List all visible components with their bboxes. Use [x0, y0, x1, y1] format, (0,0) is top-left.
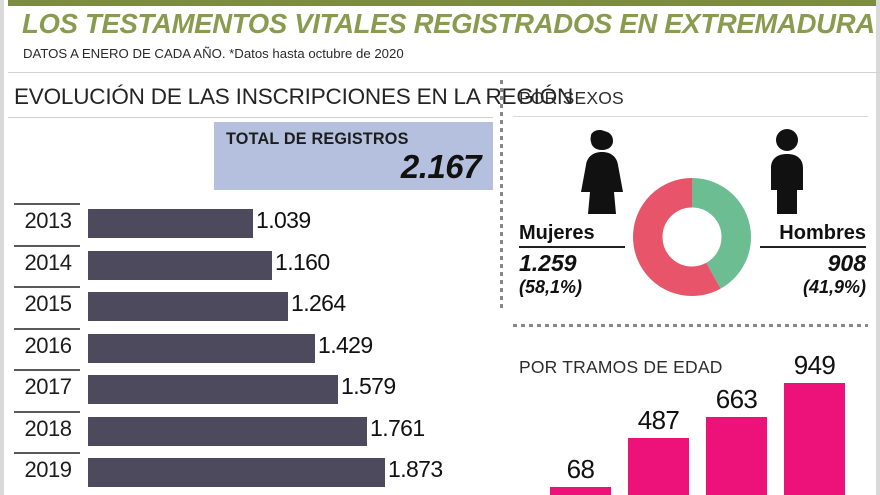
page-subtitle: DATOS A ENERO DE CADA AÑO. *Datos hasta …	[23, 46, 404, 61]
bar-row-rule	[14, 327, 80, 330]
evolution-bar-row: 2018 1.761	[0, 410, 500, 453]
donut-segment-women	[633, 178, 751, 296]
evolution-bar-fill	[88, 250, 272, 280]
bar-row-rule	[14, 452, 80, 454]
total-registros-box: TOTAL DE REGISTROS 2.167	[214, 122, 493, 190]
sexos-heading-rule	[513, 116, 868, 117]
evolution-bar-value: 1.429	[318, 331, 373, 358]
evolution-bar-year: 2016	[24, 332, 72, 358]
age-bar-value: 949	[793, 350, 836, 380]
evolution-bar-row: 2016 1.429	[0, 327, 500, 370]
men-value: 908	[827, 250, 866, 276]
left-panel-heading: EVOLUCIÓN DE LAS INSCRIPCIONES EN LA REG…	[14, 84, 574, 109]
evolution-bar-fill	[88, 209, 253, 238]
evolution-bar-row: 2017 1.579	[0, 369, 500, 411]
evolution-bar-value: 1.039	[256, 207, 311, 233]
total-registros-value: 2.167	[400, 148, 482, 185]
evolution-bar-fill	[88, 333, 315, 363]
total-registros-label: TOTAL DE REGISTROS	[226, 130, 409, 148]
evolution-bar-value: 1.761	[370, 414, 425, 441]
evolution-bar-year: 2013	[24, 208, 72, 233]
age-bar	[784, 383, 845, 495]
evolution-bar-value: 1.160	[275, 248, 330, 275]
bar-row-rule	[14, 244, 80, 247]
bar-row-rule	[14, 410, 80, 413]
age-bar	[706, 417, 767, 495]
evolution-bar-year: 2017	[24, 374, 72, 399]
age-bar	[550, 487, 611, 495]
bar-row-rule	[14, 286, 80, 288]
vertical-dotted-divider	[500, 80, 503, 312]
top-accent-rule	[8, 0, 880, 6]
evolution-bar-chart: 2013 1.039 2014 1.160 2015 1.264 2016 1.429 2017…	[0, 203, 500, 494]
evolution-bar-fill	[88, 458, 385, 487]
right-page-edge	[876, 0, 880, 495]
evolution-bar-value: 1.264	[291, 290, 346, 316]
evolution-bar-fill	[88, 375, 338, 404]
women-underline	[519, 246, 625, 248]
age-bar-value: 68	[566, 454, 595, 484]
evolution-bar-value: 1.579	[341, 373, 396, 399]
women-label: Mujeres	[519, 222, 595, 244]
evolution-bar-year: 2014	[24, 249, 72, 275]
age-bar-value: 663	[715, 384, 758, 414]
female-pictogram-icon	[575, 128, 629, 219]
women-value: 1.259	[519, 250, 577, 276]
women-percentage: (58,1%)	[519, 277, 583, 297]
left-heading-rule	[8, 117, 493, 118]
evolution-bar-year: 2015	[24, 291, 72, 316]
page-title: LOS TESTAMENTOS VITALES REGISTRADOS EN E…	[22, 8, 875, 39]
edad-heading: POR TRAMOS DE EDAD	[519, 357, 723, 377]
age-bar-value: 487	[637, 405, 680, 435]
age-bar	[628, 438, 689, 495]
bar-row-rule	[14, 369, 80, 371]
age-bar-chart: 68 487 663 949	[513, 340, 871, 495]
men-underline	[760, 246, 866, 248]
bar-row-rule	[14, 203, 80, 205]
evolution-bar-fill	[88, 416, 367, 446]
horizontal-dotted-divider	[513, 324, 868, 327]
men-label: Hombres	[779, 222, 866, 244]
header-separator	[8, 72, 880, 73]
sexos-heading: POR SEXOS	[519, 88, 624, 108]
evolution-bar-year: 2018	[24, 415, 72, 441]
evolution-bar-row: 2019 1.873	[0, 452, 500, 494]
evolution-bar-row: 2015 1.264	[0, 286, 500, 328]
left-page-edge	[0, 0, 4, 495]
evolution-bar-row: 2013 1.039	[0, 203, 500, 245]
men-percentage: (41,9%)	[802, 277, 866, 297]
evolution-bar-year: 2019	[24, 457, 72, 482]
evolution-bar-fill	[88, 292, 288, 321]
evolution-bar-row: 2014 1.160	[0, 244, 500, 287]
male-pictogram-icon	[760, 128, 814, 219]
sexos-donut-chart	[633, 178, 751, 296]
evolution-bar-value: 1.873	[388, 456, 443, 482]
